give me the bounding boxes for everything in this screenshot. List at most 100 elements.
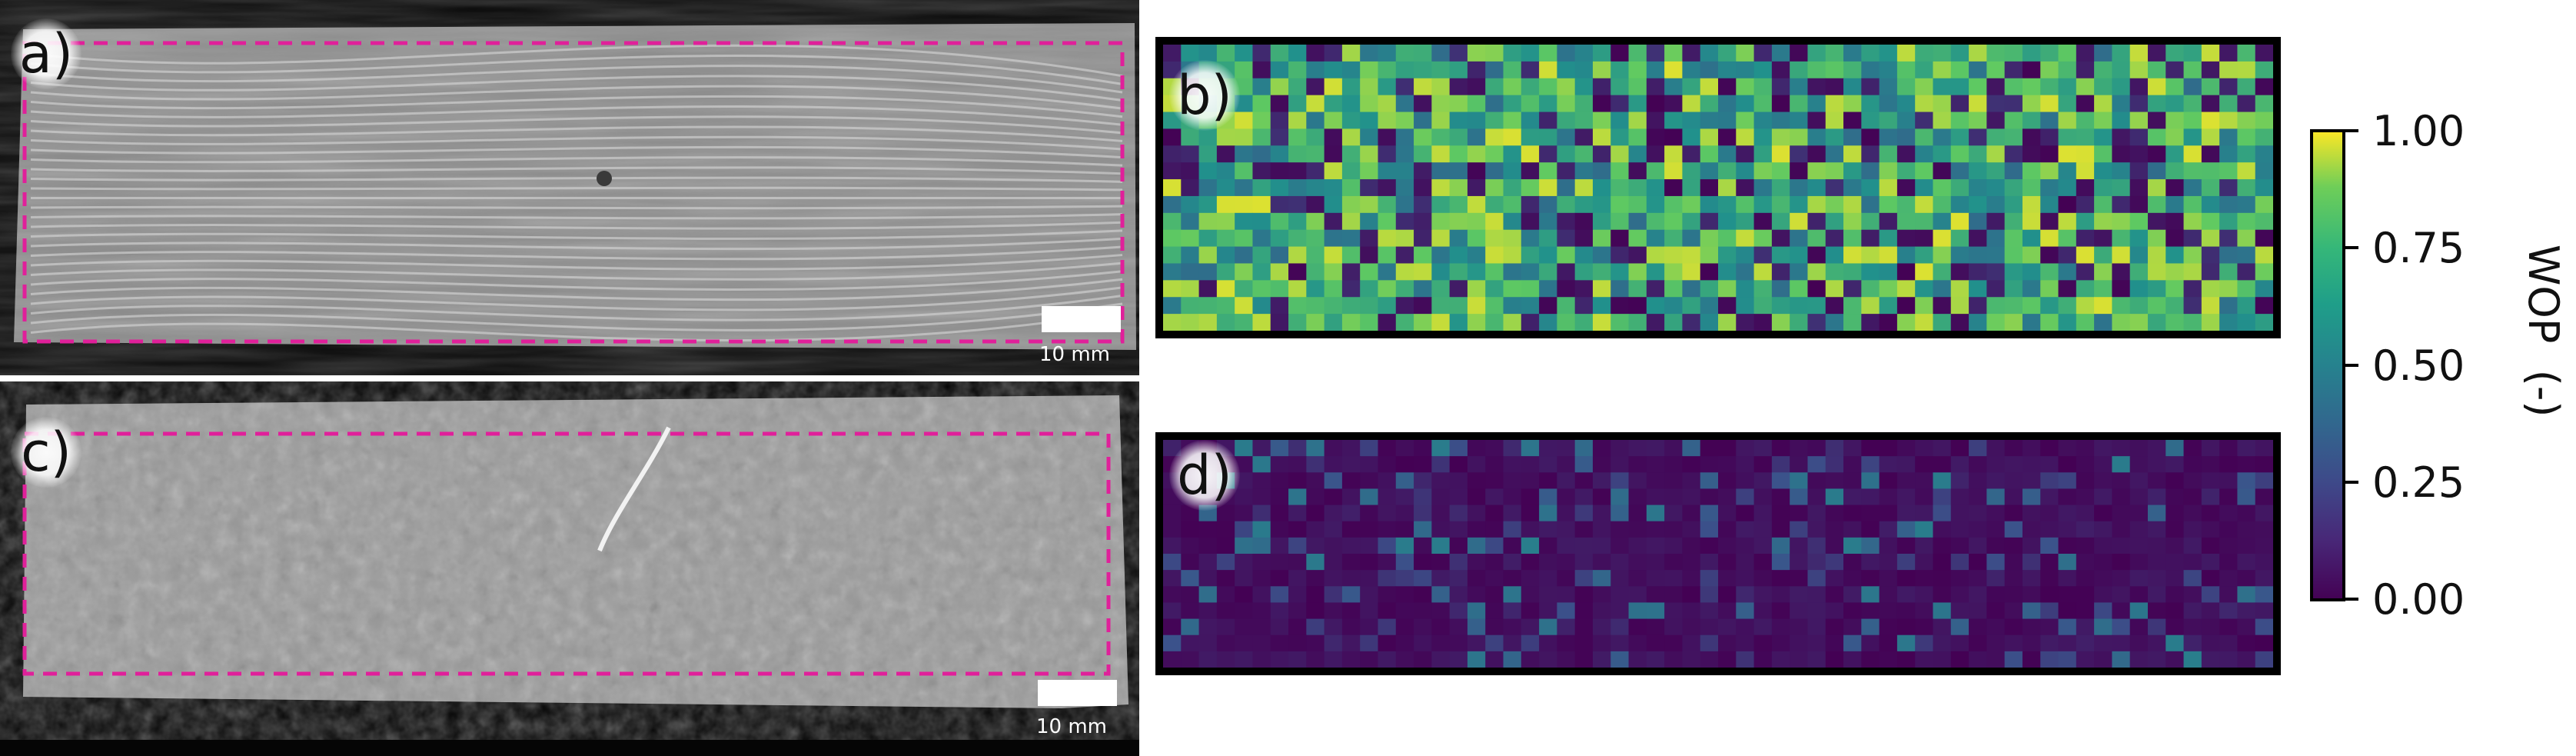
map-cell (2094, 297, 2112, 315)
map-cell (1790, 521, 1809, 538)
map-cell (1896, 521, 1916, 538)
map-cell (1414, 297, 1432, 315)
map-cell (2040, 78, 2059, 96)
colorbar (2310, 129, 2345, 601)
map-cell (2076, 246, 2095, 265)
map-cell (2040, 570, 2059, 587)
map-cell (1592, 61, 1611, 79)
map-cell (2129, 95, 2149, 113)
map-cell (1557, 634, 1576, 652)
map-cell (1252, 602, 1271, 620)
map-cell (2166, 472, 2185, 490)
map-cell (2004, 651, 2023, 668)
map-cell (1610, 212, 1630, 231)
map-cell (1324, 505, 1343, 522)
map-cell (2112, 195, 2131, 214)
map-cell (1771, 95, 1790, 113)
map-cell (1807, 61, 1826, 79)
striation-line (30, 302, 1123, 331)
map-cell (1646, 212, 1665, 231)
map-cell (1592, 263, 1611, 281)
map-cell (1341, 440, 1361, 457)
map-cell (1933, 45, 1952, 62)
map-cell (1395, 212, 1414, 231)
map-cell (1341, 537, 1361, 555)
map-cell (1861, 521, 1880, 538)
map-cell (1753, 634, 1773, 652)
map-cell (1235, 537, 1254, 555)
map-cell (1521, 521, 1540, 538)
map-cell (1950, 570, 1969, 587)
map-cell (2147, 212, 2166, 231)
map-cell (1306, 246, 1325, 265)
map-cell (2166, 128, 2185, 146)
map-cell (1467, 246, 1486, 265)
map-cell (1574, 472, 1594, 490)
map-cell (1252, 618, 1271, 636)
map-cell (1521, 263, 1540, 281)
map-cell (1807, 179, 1826, 197)
map-cell (1682, 246, 1701, 265)
map-cell (1574, 521, 1594, 538)
map-cell (2183, 521, 2202, 538)
map-cell (1503, 229, 1522, 248)
map-cell (1718, 440, 1737, 457)
map-cell (1252, 145, 1271, 163)
map-cell (2040, 554, 2059, 571)
map-cell (1288, 145, 1307, 163)
map-cell (2219, 128, 2239, 146)
map-cell (1969, 651, 1987, 668)
colorbar-tick-025: 0.25 (2372, 458, 2465, 507)
map-cell (1431, 78, 1451, 96)
map-cell (1682, 651, 1701, 668)
map-cell (1950, 45, 1969, 62)
scalebar-c (1038, 680, 1117, 706)
map-cell (2201, 78, 2220, 96)
map-cell (1521, 61, 1540, 79)
map-cell (1521, 145, 1540, 163)
map-cell (1969, 521, 1987, 538)
map-cell (1198, 537, 1218, 555)
striation-line (30, 95, 1123, 118)
map-cell (1664, 651, 1684, 668)
map-cell (1431, 472, 1451, 490)
map-cell (1539, 618, 1557, 636)
map-cell (1360, 229, 1379, 248)
map-cell (1700, 212, 1719, 231)
map-cell (1467, 456, 1486, 473)
map-cell (1915, 651, 1934, 668)
map-cell (1896, 145, 1916, 163)
map-cell (2166, 456, 2185, 473)
map-cell (1198, 570, 1218, 587)
map-cell (1986, 537, 2006, 555)
map-cell (1449, 263, 1468, 281)
map-cell (1163, 128, 1182, 146)
map-cell (2004, 618, 2023, 636)
map-cell (1753, 263, 1773, 281)
map-cell (2076, 570, 2095, 587)
map-cell (1646, 440, 1665, 457)
map-cell (1485, 95, 1504, 113)
map-cell (1950, 263, 1969, 281)
map-cell (1807, 651, 1826, 668)
map-cell (1341, 263, 1361, 281)
map-cell (1574, 195, 1594, 214)
map-cell (1270, 570, 1289, 587)
map-cell (1235, 440, 1254, 457)
map-cell (1574, 554, 1594, 571)
map-cell (1646, 537, 1665, 555)
map-cell (1753, 570, 1773, 587)
map-cell (1395, 440, 1414, 457)
map-cell (1843, 195, 1862, 214)
map-cell (2094, 229, 2112, 248)
map-cell (1378, 570, 1397, 587)
map-cell (1736, 229, 1755, 248)
map-cell (1592, 521, 1611, 538)
scale-label-c: 10 mm (1036, 715, 1108, 738)
map-cell (1216, 618, 1235, 636)
map-cell (1378, 602, 1397, 620)
colorbar-gradient (2310, 129, 2345, 601)
map-cell (1163, 162, 1182, 180)
map-cell (1252, 537, 1271, 555)
map-cell (1360, 570, 1379, 587)
